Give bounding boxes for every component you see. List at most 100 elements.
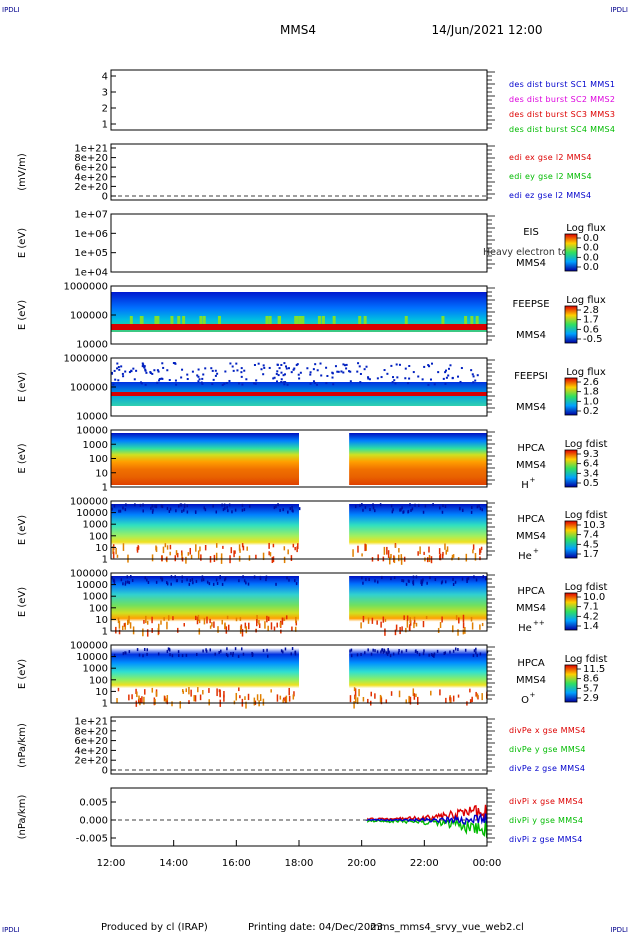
sparse-pixel: [161, 505, 164, 509]
y-tick-label: -0.005: [76, 834, 108, 845]
sparse-pixel: [190, 689, 192, 697]
sparse-pixel: [181, 579, 183, 583]
sparse-pixel: [361, 553, 363, 557]
sparse-pixel: [457, 648, 459, 652]
sparse-pixel: [225, 652, 228, 656]
y-tick-label: 1e+06: [74, 229, 108, 240]
colorbar-tick-label: 1.7: [583, 549, 599, 560]
sparse-pixel: [174, 575, 177, 579]
hot-spot: [441, 316, 445, 324]
sparse-pixel: [284, 647, 287, 651]
sparse-pixel: [449, 364, 452, 367]
sparse-pixel: [280, 378, 283, 381]
sparse-pixel: [345, 367, 348, 370]
sparse-pixel: [380, 650, 382, 654]
sparse-pixel: [229, 362, 232, 365]
sparse-pixel: [186, 510, 189, 514]
y-tick-label: 0.005: [79, 798, 108, 809]
sparse-pixel: [405, 700, 407, 704]
sparse-pixel: [160, 377, 163, 380]
overlap-label: Heavy electron to: [483, 247, 568, 258]
sparse-pixel: [122, 582, 124, 586]
sparse-pixel: [125, 580, 127, 584]
sparse-pixel: [372, 503, 374, 507]
sparse-pixel: [144, 383, 147, 386]
sparse-pixel: [430, 653, 433, 657]
sparse-pixel: [212, 378, 215, 381]
colorbar-title: Log fdist: [565, 510, 608, 521]
sparse-pixel: [131, 694, 133, 700]
sparse-pixel: [418, 503, 420, 507]
y-tick-label: 2e+20: [74, 756, 108, 767]
sparse-pixel: [176, 552, 179, 558]
sparse-pixel: [436, 649, 439, 653]
sparse-pixel: [293, 367, 296, 370]
sparse-pixel: [255, 379, 258, 382]
sparse-pixel: [169, 544, 172, 550]
sparse-pixel: [240, 367, 243, 370]
sparse-pixel: [426, 581, 428, 585]
sparse-pixel: [385, 699, 388, 704]
sparse-pixel: [276, 363, 279, 366]
sparse-pixel: [297, 543, 299, 550]
sparse-pixel: [285, 367, 288, 370]
sparse-pixel: [280, 629, 282, 634]
low-energy-band: [111, 392, 487, 396]
sparse-pixel: [215, 543, 218, 548]
sparse-pixel: [124, 582, 127, 586]
sparse-pixel: [384, 628, 386, 636]
sparse-pixel: [293, 691, 295, 697]
sparse-pixel: [241, 543, 244, 548]
spacecraft-label: MMS4: [516, 675, 546, 686]
sparse-pixel: [445, 549, 447, 555]
y-tick-label: 3: [102, 88, 108, 99]
sparse-pixel: [145, 615, 147, 624]
sparse-pixel: [376, 650, 379, 654]
sparse-pixel: [123, 623, 126, 627]
sparse-pixel: [445, 376, 448, 379]
sparse-pixel: [421, 580, 424, 584]
sparse-pixel: [392, 376, 395, 379]
sparse-pixel: [156, 381, 159, 384]
sparse-pixel: [472, 375, 475, 378]
sparse-pixel: [394, 629, 397, 636]
sparse-pixel: [401, 506, 403, 510]
sparse-pixel: [201, 575, 204, 579]
sparse-pixel: [263, 366, 266, 369]
sparse-pixel: [173, 362, 176, 365]
sparse-pixel: [198, 619, 201, 624]
sparse-pixel: [282, 650, 284, 654]
sparse-pixel: [220, 649, 222, 653]
sparse-pixel: [276, 370, 279, 373]
sparse-pixel: [452, 554, 455, 558]
y-tick-label: 100000: [70, 569, 108, 580]
sparse-pixel: [388, 650, 390, 654]
sparse-pixel: [180, 376, 183, 379]
sparse-pixel: [177, 504, 180, 508]
colorbar-tick-label: 6.4: [583, 459, 599, 470]
sparse-pixel: [363, 368, 366, 371]
sparse-pixel: [296, 363, 299, 366]
sparse-pixel: [177, 650, 180, 654]
sparse-pixel: [284, 381, 287, 384]
sparse-pixel: [166, 581, 168, 585]
sparse-pixel: [479, 652, 482, 656]
sparse-pixel: [226, 505, 228, 509]
sparse-pixel: [149, 371, 152, 374]
sparse-pixel: [231, 653, 234, 657]
sparse-pixel: [125, 503, 127, 507]
sparse-pixel: [343, 364, 346, 367]
sparse-pixel: [244, 696, 246, 701]
spectrogram-fill-right: [349, 504, 487, 557]
sparse-pixel: [458, 617, 460, 624]
sparse-pixel: [275, 505, 277, 509]
y-axis-label: E (eV): [17, 515, 28, 545]
sparse-pixel: [120, 365, 123, 368]
panel-frame: [110, 69, 488, 131]
sparse-pixel: [155, 580, 158, 584]
sparse-pixel: [218, 689, 221, 693]
sparse-pixel: [199, 694, 202, 701]
sparse-pixel: [452, 625, 454, 633]
sparse-pixel: [479, 507, 482, 511]
sparse-pixel: [197, 375, 200, 378]
